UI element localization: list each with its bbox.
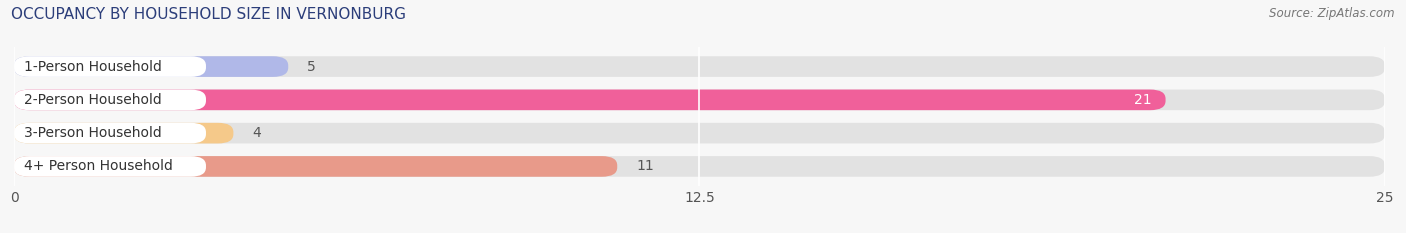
Text: Source: ZipAtlas.com: Source: ZipAtlas.com bbox=[1270, 7, 1395, 20]
Text: 21: 21 bbox=[1135, 93, 1152, 107]
FancyBboxPatch shape bbox=[14, 89, 1166, 110]
FancyBboxPatch shape bbox=[14, 56, 1385, 77]
Text: 4+ Person Household: 4+ Person Household bbox=[24, 159, 173, 173]
Text: 1-Person Household: 1-Person Household bbox=[24, 60, 162, 74]
FancyBboxPatch shape bbox=[14, 156, 617, 177]
Text: 4: 4 bbox=[253, 126, 262, 140]
FancyBboxPatch shape bbox=[14, 123, 233, 144]
Text: 11: 11 bbox=[637, 159, 654, 173]
FancyBboxPatch shape bbox=[14, 156, 207, 177]
Text: OCCUPANCY BY HOUSEHOLD SIZE IN VERNONBURG: OCCUPANCY BY HOUSEHOLD SIZE IN VERNONBUR… bbox=[11, 7, 406, 22]
Text: 3-Person Household: 3-Person Household bbox=[24, 126, 162, 140]
FancyBboxPatch shape bbox=[14, 123, 207, 144]
FancyBboxPatch shape bbox=[14, 89, 1385, 110]
FancyBboxPatch shape bbox=[14, 123, 1385, 144]
Text: 2-Person Household: 2-Person Household bbox=[24, 93, 162, 107]
FancyBboxPatch shape bbox=[14, 156, 1385, 177]
FancyBboxPatch shape bbox=[14, 56, 288, 77]
FancyBboxPatch shape bbox=[14, 89, 207, 110]
Text: 5: 5 bbox=[308, 60, 316, 74]
FancyBboxPatch shape bbox=[14, 56, 207, 77]
